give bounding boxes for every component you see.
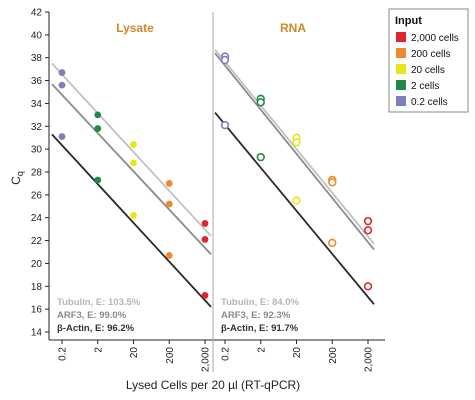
efficiency-label: ARF3, E: 99.0%: [57, 310, 127, 321]
data-point-lysate: [58, 133, 66, 140]
data-point-rna: [363, 282, 373, 291]
x-tick-label: 0.2: [221, 347, 232, 361]
data-point-rna: [220, 55, 230, 65]
data-point-lysate: [130, 212, 137, 219]
data-point-lysate: [165, 180, 173, 187]
y-tick-label: 20: [31, 259, 43, 270]
efficiency-label: β-Actin, E: 96.2%: [57, 323, 135, 334]
data-point-lysate: [94, 176, 102, 184]
fit-line-lysate-actin: [51, 133, 212, 308]
fit-line-rna-tubulin: [214, 49, 375, 245]
y-tick-label: 30: [31, 145, 43, 156]
data-point-rna: [328, 238, 337, 248]
data-point-lysate: [94, 125, 102, 132]
y-tick-label: 32: [31, 122, 43, 133]
x-tick-label: 20: [292, 347, 303, 359]
legend-entry-label: 2,000 cells: [411, 33, 459, 44]
x-tick-label: 200: [165, 347, 176, 364]
data-point-lysate: [201, 236, 209, 243]
x-tick-label: 0.2: [58, 347, 69, 361]
y-tick-label: 36: [31, 76, 43, 87]
data-point-rna: [363, 216, 373, 226]
data-point-lysate: [130, 159, 137, 167]
data-point-lysate: [201, 292, 209, 299]
x-tick-label: 2,000: [364, 347, 375, 372]
legend-box: [388, 8, 469, 113]
y-tick-label: 22: [31, 236, 43, 247]
y-tick-label: 28: [31, 168, 43, 179]
x-tick-label: 2: [93, 347, 104, 353]
y-tick-label: 26: [31, 190, 43, 201]
y-tick-label: 34: [31, 99, 43, 110]
legend-swatch: [396, 48, 406, 58]
y-axis-title: Cq: [9, 171, 25, 185]
panel-title-lysate: Lysate: [116, 21, 154, 35]
data-point-lysate: [58, 81, 66, 89]
data-point-rna: [292, 138, 301, 147]
y-tick-label: 14: [31, 328, 43, 339]
efficiency-label: ARF3, E: 92.3%: [221, 310, 291, 321]
x-axis-ticks: 0.2 2 20 200 2,000 0.2 2 20 200 2,000: [58, 340, 375, 372]
efficiency-label: Tubulin, E: 103.5%: [57, 297, 141, 308]
data-points: [58, 52, 373, 299]
data-point-rna: [363, 226, 373, 235]
legend-entry-label: 20 cells: [411, 65, 445, 76]
x-tick-label: 2,000: [201, 347, 212, 372]
data-point-lysate: [165, 200, 173, 208]
data-point-rna: [220, 120, 230, 130]
legend-swatch: [396, 80, 406, 90]
fit-line-lysate-tubulin: [51, 62, 212, 237]
x-tick-label: 200: [328, 347, 339, 364]
legend-swatch: [396, 96, 406, 106]
legend-entry-label: 0.2 cells: [411, 97, 448, 108]
y-axis-ticks: 14 16 18 20 22 24 26 28 30 32 34 36 38 40 42: [31, 8, 49, 339]
data-point-lysate: [130, 141, 137, 148]
legend: Input 2,000 cells 200 cells 20 cells 2 cell…: [388, 8, 469, 113]
efficiency-label: β-Actin, E: 91.7%: [221, 323, 299, 334]
x-tick-label: 20: [129, 347, 140, 359]
fit-lines: [51, 49, 375, 308]
legend-entry-label: 2 cells: [411, 81, 439, 92]
data-point-rna: [256, 98, 265, 107]
legend-swatch: [396, 64, 406, 74]
fit-line-lysate-arf3: [51, 83, 212, 255]
panel-texts: Lysate Tubulin, E: 103.5% ARF3, E: 99.0% β-…: [57, 21, 306, 334]
data-point-rna: [328, 178, 337, 187]
y-tick-label: 18: [31, 282, 43, 293]
y-axis-title-main: C: [9, 176, 23, 185]
data-point-rna: [256, 152, 265, 162]
data-point-lysate: [58, 69, 66, 76]
data-point-lysate: [201, 220, 209, 227]
y-axis-title-subscript: q: [15, 171, 25, 176]
fit-line-rna-actin: [214, 112, 375, 305]
y-tick-label: 42: [31, 8, 43, 19]
x-tick-label: 2: [256, 347, 267, 353]
efficiency-label: Tubulin, E: 84.0%: [221, 297, 299, 308]
legend-title: Input: [395, 15, 422, 27]
legend-entry-label: 200 cells: [411, 49, 450, 60]
x-axis-title: Lysed Cells per 20 µl (RT-qPCR): [126, 378, 300, 392]
legend-swatch: [396, 32, 406, 42]
y-tick-label: 24: [31, 213, 43, 224]
fit-line-rna-arf3: [214, 52, 375, 251]
data-point-rna: [292, 196, 301, 205]
panel-title-rna: RNA: [280, 21, 306, 35]
y-tick-label: 16: [31, 305, 43, 316]
data-point-lysate: [94, 111, 102, 119]
y-tick-label: 40: [31, 30, 43, 41]
y-tick-label: 38: [31, 53, 43, 64]
data-point-lysate: [165, 252, 173, 259]
